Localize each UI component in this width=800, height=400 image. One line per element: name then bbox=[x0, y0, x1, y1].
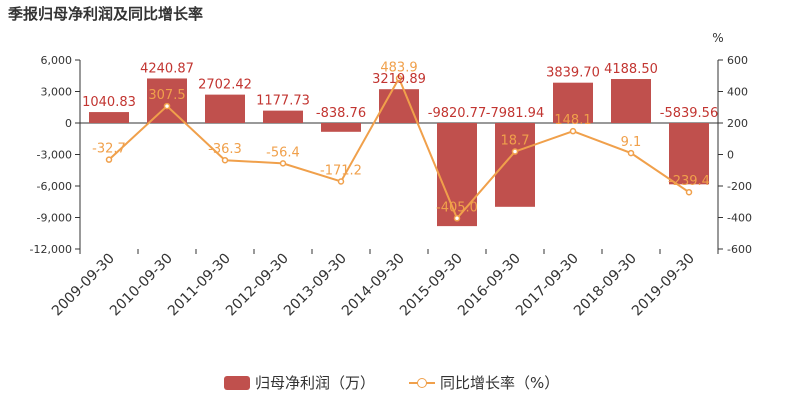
bar[interactable] bbox=[205, 94, 245, 123]
left-tick-label: -9,000 bbox=[37, 212, 72, 225]
left-tick-label: 3,000 bbox=[41, 86, 73, 99]
right-tick-label: 0 bbox=[727, 149, 734, 162]
growth-point[interactable] bbox=[279, 160, 287, 167]
bar-value-label: -5839.56 bbox=[660, 106, 718, 121]
bar-value-label: -7981.94 bbox=[486, 106, 544, 121]
bar[interactable] bbox=[147, 78, 187, 123]
bar-value-label: 1177.73 bbox=[256, 94, 310, 109]
growth-point[interactable] bbox=[163, 102, 171, 110]
growth-point[interactable] bbox=[105, 156, 113, 163]
bar[interactable] bbox=[611, 79, 651, 123]
growth-value-label: 9.1 bbox=[621, 135, 642, 150]
bar[interactable] bbox=[669, 123, 709, 185]
growth-point[interactable] bbox=[511, 148, 519, 155]
right-axis-unit: % bbox=[712, 31, 723, 45]
growth-point[interactable] bbox=[685, 188, 693, 196]
left-tick-label: 6,000 bbox=[41, 54, 73, 67]
bar-value-label: 3839.70 bbox=[546, 66, 600, 81]
bar[interactable] bbox=[437, 123, 477, 227]
right-tick-label: -600 bbox=[727, 243, 752, 256]
bar-value-label: 3219.89 bbox=[372, 72, 426, 87]
growth-value-label: 148.1 bbox=[554, 113, 591, 128]
bar-value-label: 4240.87 bbox=[140, 61, 194, 76]
bar[interactable] bbox=[495, 123, 535, 207]
bar-value-label: 2702.42 bbox=[198, 78, 252, 93]
line-layer bbox=[105, 75, 693, 222]
legend-line-swatch bbox=[409, 376, 435, 390]
right-tick-label: 400 bbox=[727, 86, 748, 99]
legend: 归母净利润（万） 同比增长率（%） bbox=[0, 372, 800, 396]
right-tick-label: 200 bbox=[727, 117, 748, 130]
growth-value-label: -36.3 bbox=[208, 142, 242, 157]
bar[interactable] bbox=[89, 112, 129, 123]
growth-point[interactable] bbox=[453, 215, 461, 222]
growth-value-label: -171.2 bbox=[320, 163, 362, 178]
chart-svg: -12,000 -9,000 -6,000 -3,000 0 3,000 6,000 -600… bbox=[30, 31, 752, 320]
left-tick-label: -6,000 bbox=[37, 180, 72, 193]
growth-value-label: 307.5 bbox=[148, 88, 185, 103]
chart-title: 季报归母净利润及同比增长率 bbox=[8, 5, 204, 23]
growth-value-label: 18.7 bbox=[501, 134, 530, 149]
growth-value-label: -239.4 bbox=[668, 174, 710, 189]
legend-item-line[interactable]: 同比增长率（%） bbox=[409, 372, 559, 393]
growth-value-label: -56.4 bbox=[266, 145, 300, 160]
bar[interactable] bbox=[263, 110, 303, 123]
bar-value-label: -9820.77 bbox=[428, 106, 486, 121]
right-tick-label: 600 bbox=[727, 54, 748, 67]
bars-layer bbox=[89, 78, 709, 227]
legend-bar-swatch bbox=[224, 375, 250, 390]
growth-value-label: -32.7 bbox=[92, 142, 126, 157]
legend-line-label: 同比增长率（%） bbox=[440, 374, 560, 392]
left-tick-label: 0 bbox=[65, 117, 72, 130]
growth-point[interactable] bbox=[569, 127, 577, 135]
growth-point[interactable] bbox=[395, 75, 403, 82]
growth-point[interactable] bbox=[337, 178, 345, 185]
bar-value-label: 4188.50 bbox=[604, 62, 658, 77]
bar-value-label: -838.76 bbox=[316, 106, 366, 121]
x-category-label: 2019-09-30 bbox=[629, 251, 698, 320]
labels-layer: 1040.83 4240.87 2702.42 1177.73 -838.76 3219.… bbox=[82, 60, 718, 215]
bar[interactable] bbox=[553, 82, 593, 123]
bar[interactable] bbox=[379, 89, 419, 123]
bar[interactable] bbox=[321, 123, 361, 132]
right-tick-label: -400 bbox=[727, 212, 752, 225]
legend-item-bar[interactable]: 归母净利润（万） bbox=[224, 372, 375, 393]
left-tick-label: -3,000 bbox=[37, 149, 72, 162]
growth-value-label: -405.0 bbox=[436, 200, 478, 215]
left-tick-label: -12,000 bbox=[30, 243, 72, 256]
right-tick-label: -200 bbox=[727, 180, 752, 193]
growth-point[interactable] bbox=[221, 156, 229, 164]
growth-point[interactable] bbox=[627, 149, 635, 157]
bar-value-label: 1040.83 bbox=[82, 95, 136, 110]
growth-value-label: 483.9 bbox=[380, 60, 417, 75]
legend-bar-label: 归母净利润（万） bbox=[255, 374, 376, 392]
